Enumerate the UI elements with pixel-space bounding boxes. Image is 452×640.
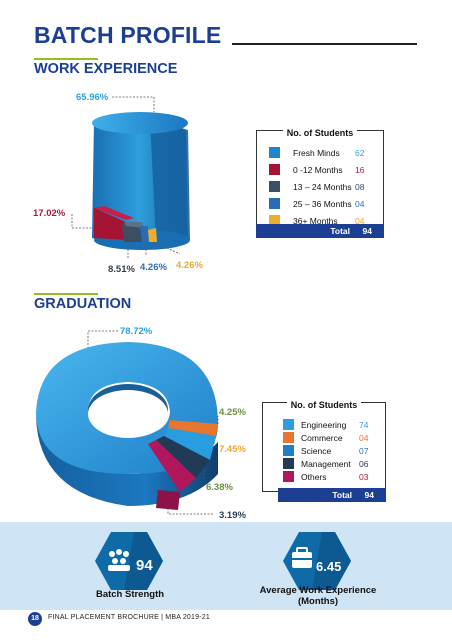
- work-experience-legend: No. of Students Fresh Minds 62 0 -12 Mon…: [256, 128, 384, 238]
- legend-row: Engineering 74: [283, 419, 383, 431]
- graduation-heading: GRADUATION: [34, 296, 132, 312]
- avg-work-experience-badge: 6.45: [283, 532, 351, 590]
- work-experience-heading: WORK EXPERIENCE: [34, 61, 178, 77]
- pct-label-25-36: 4.26%: [140, 262, 167, 273]
- legend-row: 25 – 36 Months 04: [269, 198, 379, 210]
- graduation-accent-bar: [34, 293, 98, 295]
- pct-label-fresh-minds: 65.96%: [76, 92, 109, 103]
- legend-swatch: [269, 147, 280, 158]
- briefcase-icon: [292, 547, 312, 568]
- legend-row: Others 03: [283, 471, 383, 483]
- graduation-donut-chart: [36, 330, 219, 515]
- slice-36-plus-months: [148, 228, 157, 242]
- pct-label-engineering: 78.72%: [120, 326, 153, 337]
- slice-management: [156, 436, 210, 478]
- work-experience-total: Total 94: [256, 224, 384, 238]
- slice-25-36-months: [140, 226, 149, 242]
- legend-row: 0 -12 Months 16: [269, 164, 379, 176]
- slice-0-12-months: [94, 208, 128, 240]
- students-icon: [108, 549, 130, 571]
- work-experience-accent-bar: [34, 58, 98, 60]
- footer-text: FINAL PLACEMENT BROCHURE | MBA 2019-21: [48, 614, 210, 621]
- legend-title: No. of Students: [286, 400, 362, 410]
- pct-label-0-12: 17.02%: [33, 208, 66, 219]
- pct-label-others: 3.19%: [219, 510, 246, 521]
- slice-commerce: [168, 420, 218, 436]
- legend-swatch: [283, 445, 294, 456]
- legend-swatch: [283, 458, 294, 469]
- pct-label-13-24: 8.51%: [108, 264, 135, 275]
- legend-swatch: [283, 471, 294, 482]
- page-number: 18: [28, 612, 42, 626]
- legend-row: Management 06: [283, 458, 383, 470]
- legend-row: Fresh Minds 62: [269, 147, 379, 159]
- stats-band: [0, 522, 452, 610]
- legend-row: 13 – 24 Months 08: [269, 181, 379, 193]
- avg-work-experience-label: Average Work Experience (Months): [259, 585, 377, 607]
- work-experience-pie-chart: [71, 96, 190, 258]
- legend-swatch: [269, 164, 280, 175]
- legend-swatch: [269, 198, 280, 209]
- leader-line-65: [112, 96, 155, 112]
- pct-label-36-plus: 4.26%: [176, 260, 203, 271]
- slice-science: [164, 428, 216, 460]
- legend-row: Science 07: [283, 445, 383, 457]
- pct-label-science: 7.45%: [219, 444, 246, 455]
- graduation-total: Total 94: [278, 488, 386, 502]
- batch-strength-badge: 94: [95, 532, 163, 590]
- legend-swatch: [283, 419, 294, 430]
- legend-row: 36+ Months 04: [269, 215, 379, 227]
- graduation-legend: No. of Students Engineering 74 Commerce …: [262, 400, 386, 492]
- pct-label-management: 6.38%: [206, 482, 233, 493]
- avg-work-experience-value: 6.45: [316, 559, 341, 574]
- legend-swatch: [269, 215, 280, 226]
- batch-strength-value: 94: [136, 557, 153, 574]
- legend-swatch: [269, 181, 280, 192]
- pct-label-commerce: 4.25%: [219, 407, 246, 418]
- slice-13-24-months: [122, 224, 142, 242]
- legend-title: No. of Students: [282, 128, 358, 138]
- page-title: BATCH PROFILE: [34, 22, 222, 48]
- legend-swatch: [283, 432, 294, 443]
- legend-row: Commerce 04: [283, 432, 383, 444]
- title-divider: [232, 43, 417, 45]
- slice-others: [148, 440, 196, 492]
- batch-strength-label: Batch Strength: [95, 589, 165, 600]
